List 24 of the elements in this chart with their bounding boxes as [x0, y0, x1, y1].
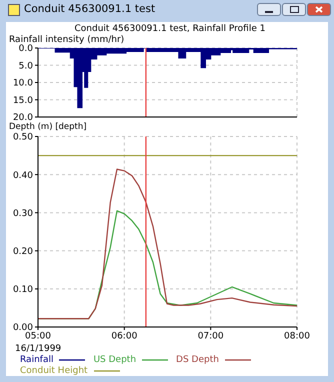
text: 16/1/1999 — [15, 344, 62, 354]
legend-label: Conduit Height — [20, 366, 88, 376]
y-tick-label: 5.0 — [18, 61, 34, 72]
text: Conduit 45630091.1 test — [24, 3, 156, 15]
y-tick-label: 0.0 — [18, 44, 34, 54]
y-tick-label: 20.0 — [12, 113, 34, 124]
y-tick-label: 0.30 — [12, 208, 34, 219]
legend-label: Rainfall — [20, 355, 54, 365]
legend-label: US Depth — [93, 355, 136, 365]
chart-title: Conduit 45630091.1 test, Rainfall Profile 1 — [74, 24, 266, 34]
legend-label: DS Depth — [176, 355, 219, 365]
y-tick-label: 0.40 — [12, 170, 34, 181]
y-tick-label: 0.10 — [12, 285, 34, 296]
y-tick-label: 0.50 — [12, 132, 34, 143]
y-tick-label: 0.20 — [12, 246, 34, 257]
y-tick-label: 0.00 — [12, 323, 34, 334]
y-tick-label: 10.0 — [12, 78, 34, 89]
x-tick-label: 05:00 — [25, 331, 52, 342]
y-axis-title: Rainfall intensity (mm/hr) — [9, 35, 124, 45]
y-tick-label: 15.0 — [12, 96, 34, 106]
x-tick-label: 07:00 — [198, 331, 224, 342]
x-tick-label: 08:00 — [284, 331, 310, 342]
x-tick-label: 06:00 — [111, 331, 138, 342]
y-axis-title: Depth (m) [depth] — [9, 122, 87, 132]
